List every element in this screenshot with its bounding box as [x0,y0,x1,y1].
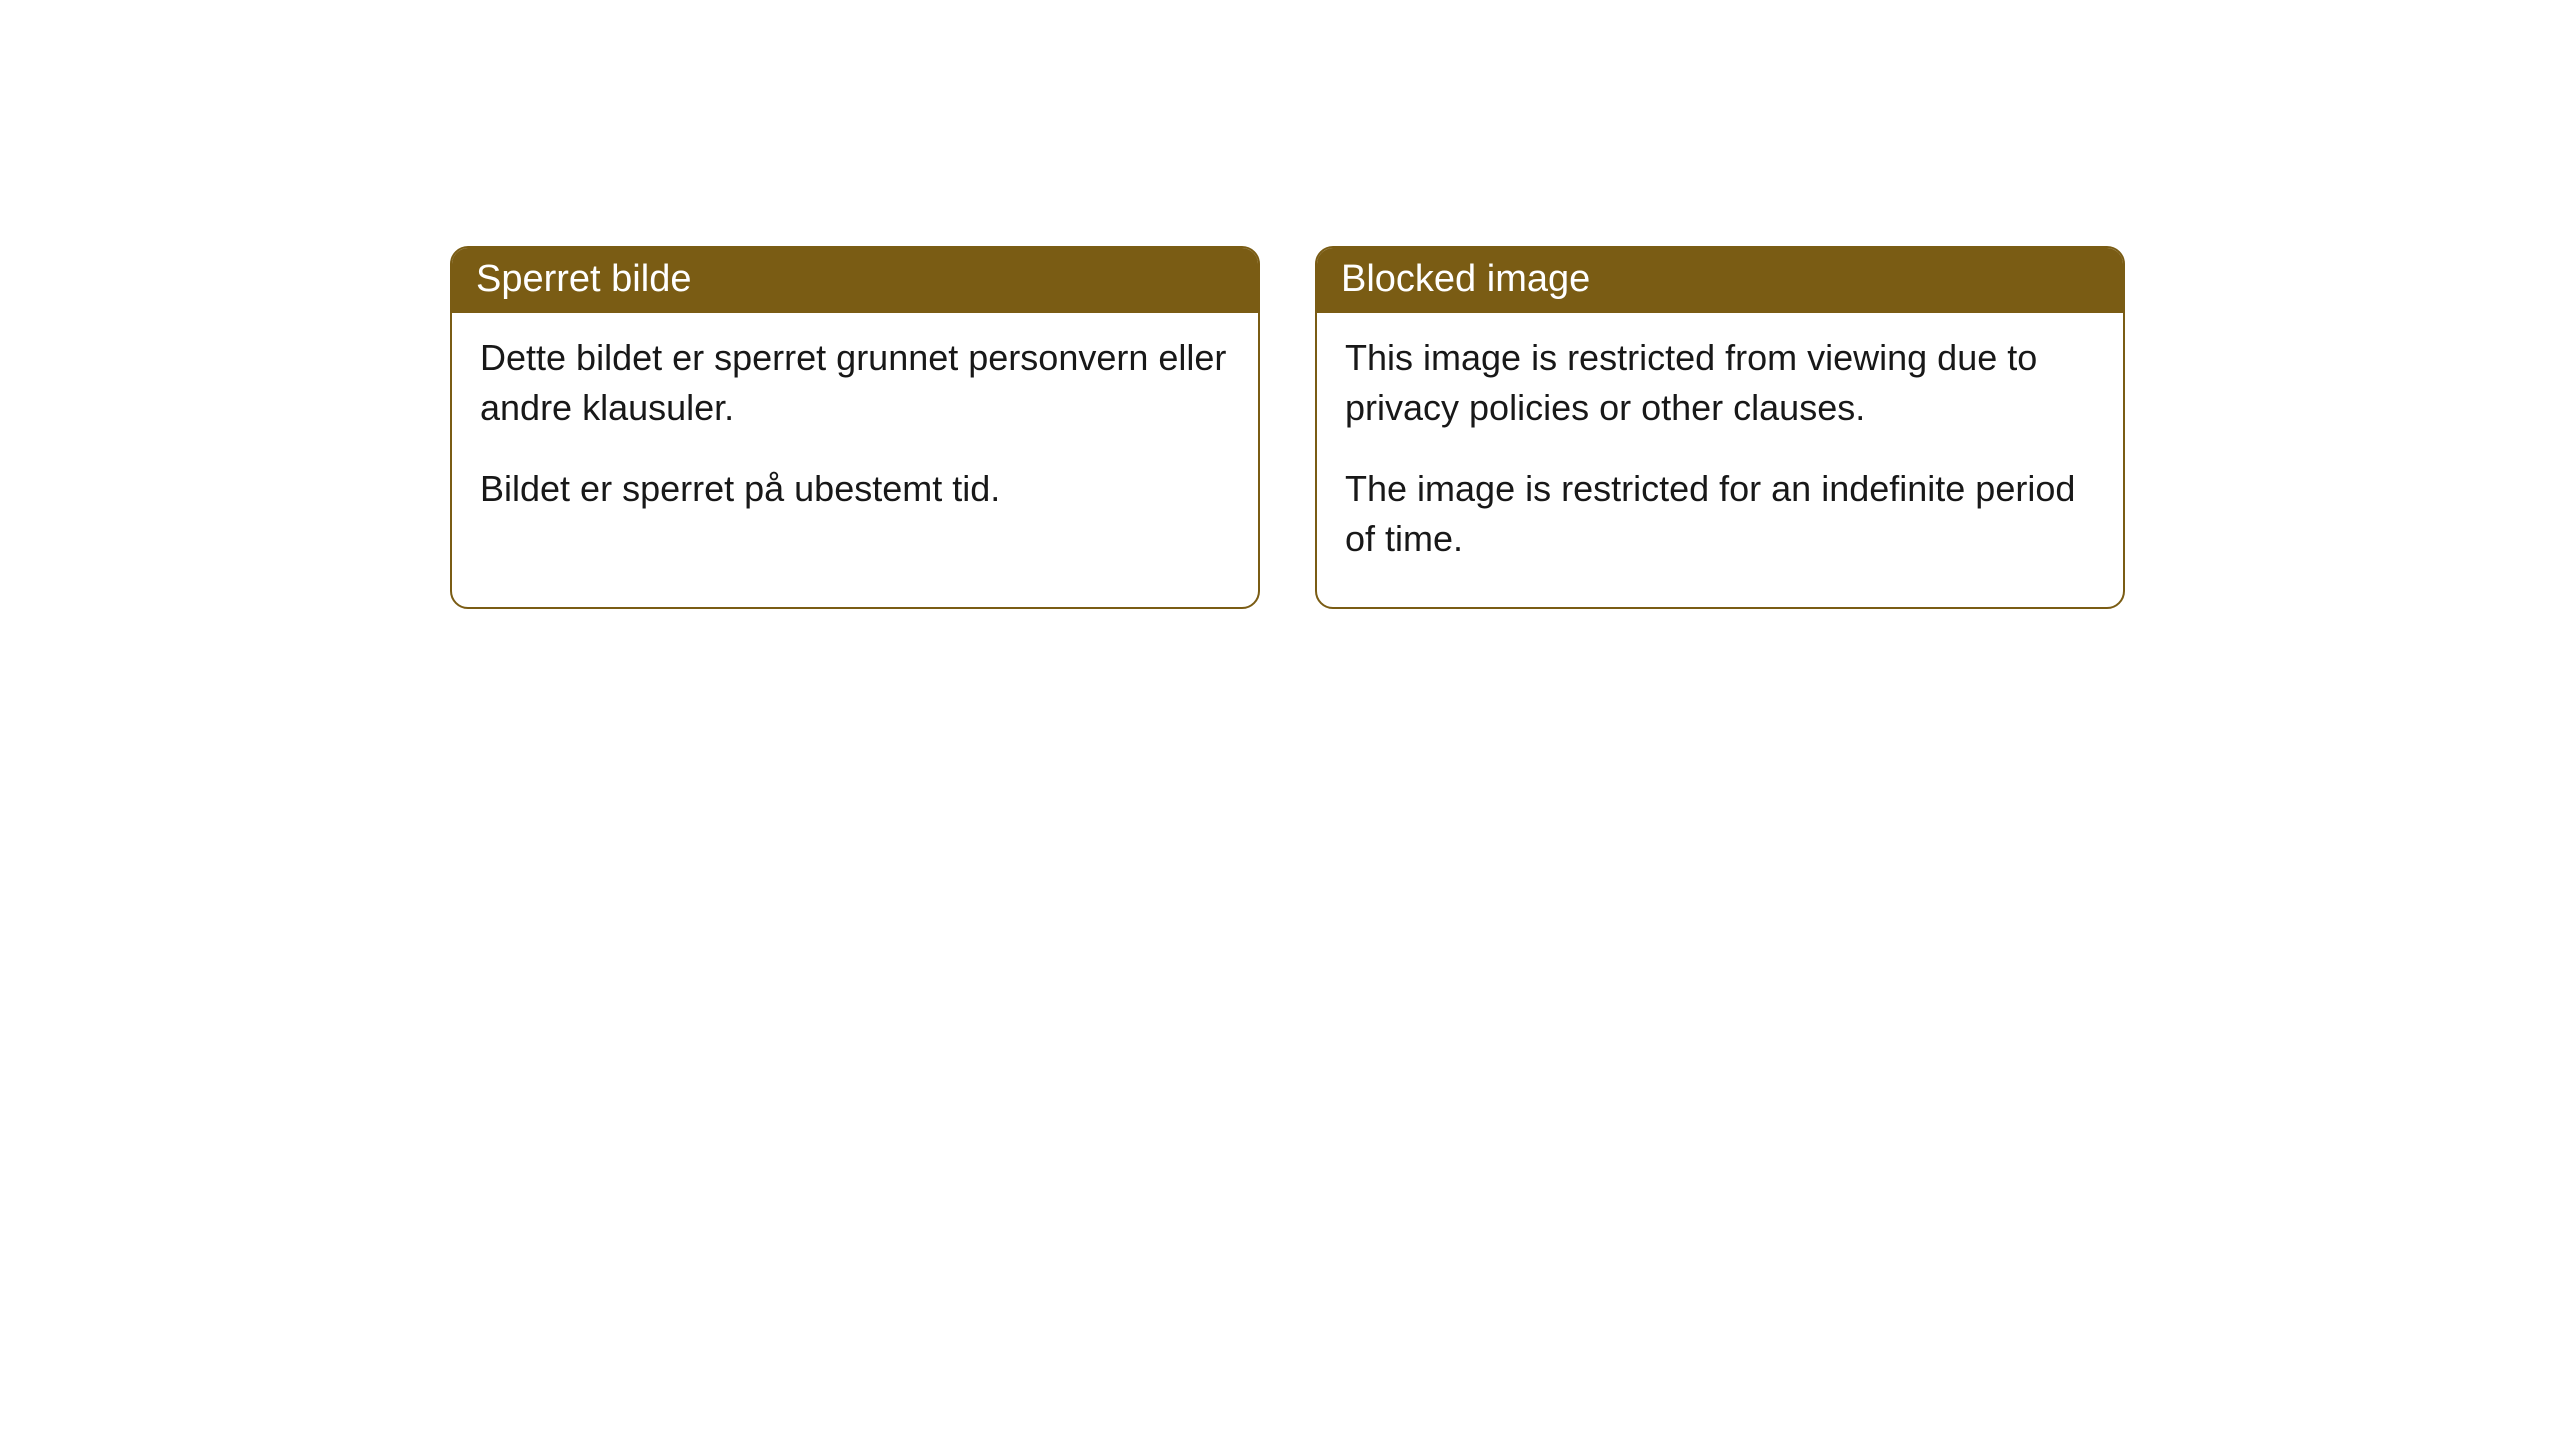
card-paragraph: The image is restricted for an indefinit… [1345,464,2095,565]
card-body-english: This image is restricted from viewing du… [1317,313,2123,607]
card-body-norwegian: Dette bildet er sperret grunnet personve… [452,313,1258,556]
card-header-english: Blocked image [1317,248,2123,313]
notice-card-norwegian: Sperret bilde Dette bildet er sperret gr… [450,246,1260,609]
card-paragraph: This image is restricted from viewing du… [1345,333,2095,434]
card-paragraph: Dette bildet er sperret grunnet personve… [480,333,1230,434]
card-header-norwegian: Sperret bilde [452,248,1258,313]
notice-card-english: Blocked image This image is restricted f… [1315,246,2125,609]
notice-cards-container: Sperret bilde Dette bildet er sperret gr… [450,246,2125,609]
card-paragraph: Bildet er sperret på ubestemt tid. [480,464,1230,514]
